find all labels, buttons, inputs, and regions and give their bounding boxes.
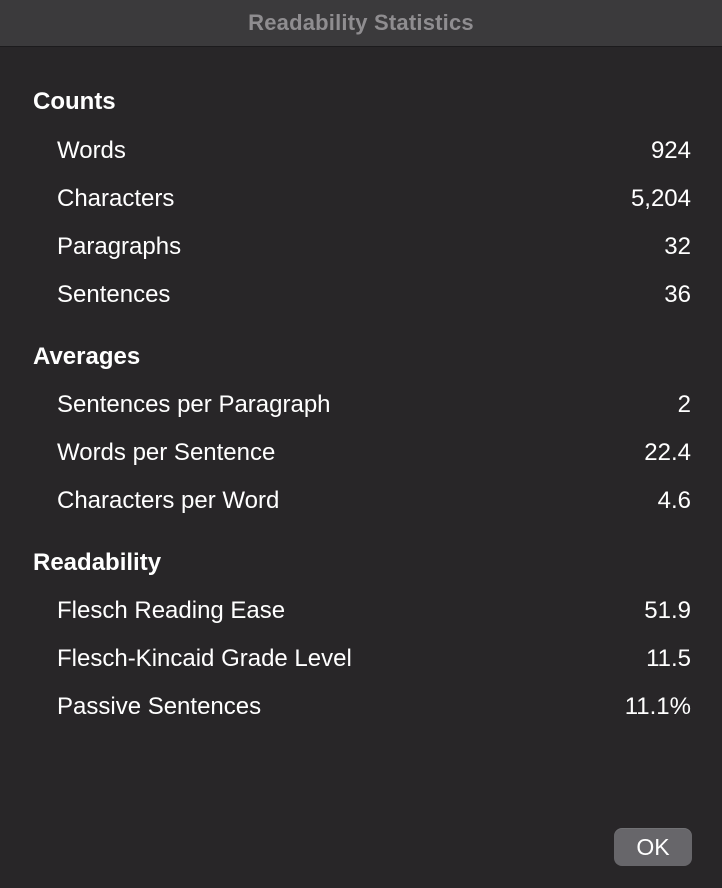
stat-row-paragraphs: Paragraphs 32	[57, 233, 691, 261]
stat-row-sentences: Sentences 36	[57, 281, 691, 309]
stat-label: Paragraphs	[57, 233, 182, 260]
section-title-averages: Averages	[33, 343, 141, 370]
stat-label: Characters per Word	[57, 487, 280, 514]
stat-row-flesch-reading-ease: Flesch Reading Ease 51.9	[57, 597, 691, 625]
stat-label: Flesch-Kincaid Grade Level	[57, 645, 352, 672]
stat-value: 924	[650, 137, 691, 164]
stat-label: Words per Sentence	[57, 439, 276, 466]
stat-row-words: Words 924	[57, 137, 691, 165]
stat-row-flesch-kincaid-grade-level: Flesch-Kincaid Grade Level 11.5	[57, 645, 691, 673]
stat-value: 11.5	[646, 645, 691, 672]
stat-label: Flesch Reading Ease	[57, 597, 286, 624]
ok-button[interactable]: OK	[614, 828, 692, 866]
stat-value: 11.1%	[624, 693, 691, 720]
stat-label: Passive Sentences	[57, 693, 262, 720]
stat-value: 22.4	[644, 439, 691, 466]
stat-label: Words	[57, 137, 126, 164]
stat-row-sentences-per-paragraph: Sentences per Paragraph 2	[57, 391, 691, 419]
stat-value: 51.9	[644, 597, 691, 624]
stat-label: Sentences	[57, 281, 171, 308]
stat-row-passive-sentences: Passive Sentences 11.1%	[57, 693, 691, 721]
stat-value: 4.6	[657, 487, 691, 514]
stat-value: 32	[664, 233, 691, 260]
stat-value: 36	[664, 281, 691, 308]
title-bar: Readability Statistics	[0, 0, 722, 47]
stat-value: 5,204	[630, 185, 691, 212]
section-title-counts: Counts	[33, 88, 116, 115]
stat-row-characters-per-word: Characters per Word 4.6	[57, 487, 691, 515]
stat-row-characters: Characters 5,204	[57, 185, 691, 213]
stat-label: Sentences per Paragraph	[57, 391, 331, 418]
section-title-readability: Readability	[33, 549, 162, 576]
dialog-title: Readability Statistics	[248, 10, 474, 35]
stat-label: Characters	[57, 185, 175, 212]
stat-row-words-per-sentence: Words per Sentence 22.4	[57, 439, 691, 467]
stat-value: 2	[677, 391, 691, 418]
